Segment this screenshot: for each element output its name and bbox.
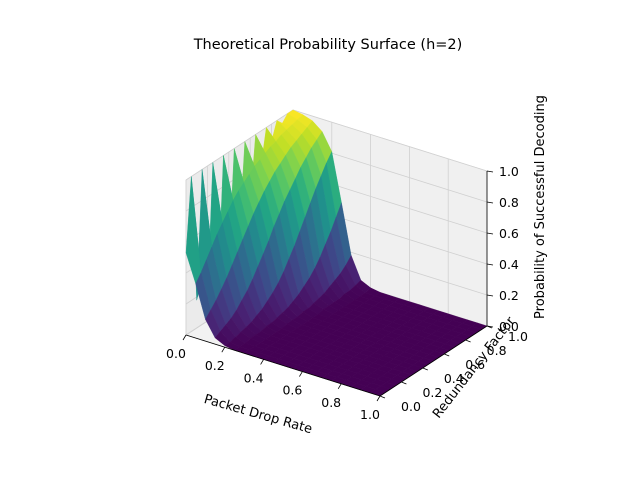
x-tick-label: 1.0 xyxy=(360,407,380,422)
y-tick-label: 0.8 xyxy=(487,343,507,358)
z-tick xyxy=(486,170,494,173)
y-tick xyxy=(401,381,407,385)
y-tick xyxy=(422,367,428,371)
y-tick-label: 0.2 xyxy=(422,385,442,400)
y-tick-label: 1.0 xyxy=(508,329,528,344)
z-tick xyxy=(486,294,494,297)
z-tick xyxy=(486,232,494,235)
y-tick xyxy=(465,339,471,343)
y-axis-line xyxy=(379,325,488,397)
z-tick xyxy=(486,201,494,204)
z-tick-label: 0.0 xyxy=(499,319,519,334)
x-tick xyxy=(376,395,381,402)
x-tick xyxy=(221,346,226,353)
x-tick-label: 0.8 xyxy=(321,395,341,410)
y-tick xyxy=(444,353,450,357)
axis-ticks: 0.00.20.40.60.81.00.00.20.40.60.81.00.00… xyxy=(166,164,528,422)
axis-lines xyxy=(185,171,488,397)
z-tick-label: 0.8 xyxy=(499,195,519,210)
x-tick xyxy=(299,371,303,377)
x-tick xyxy=(182,334,187,341)
z-tick xyxy=(486,325,494,328)
y-tick-label: 0.0 xyxy=(401,399,421,414)
chart-title: Theoretical Probability Surface (h=2) xyxy=(193,37,463,53)
x-tick-label: 0.4 xyxy=(244,370,264,385)
y-tick-label: 0.6 xyxy=(465,357,485,372)
z-tick xyxy=(486,263,494,266)
z-tick-label: 0.2 xyxy=(499,288,519,303)
x-tick-label: 0.0 xyxy=(166,346,186,361)
z-tick-label: 1.0 xyxy=(499,164,519,179)
surface-plot xyxy=(185,109,488,397)
x-tick xyxy=(260,359,264,365)
x-tick-label: 0.6 xyxy=(282,383,302,398)
z-tick-label: 0.4 xyxy=(499,257,519,272)
z-axis-label: Probability of Successful Decoding xyxy=(533,95,548,319)
x-tick xyxy=(337,383,342,390)
z-tick-label: 0.6 xyxy=(499,226,519,241)
x-tick-label: 0.2 xyxy=(205,358,225,373)
y-tick-label: 0.4 xyxy=(444,371,464,386)
y-tick xyxy=(379,395,386,399)
x-axis-line xyxy=(185,334,381,397)
